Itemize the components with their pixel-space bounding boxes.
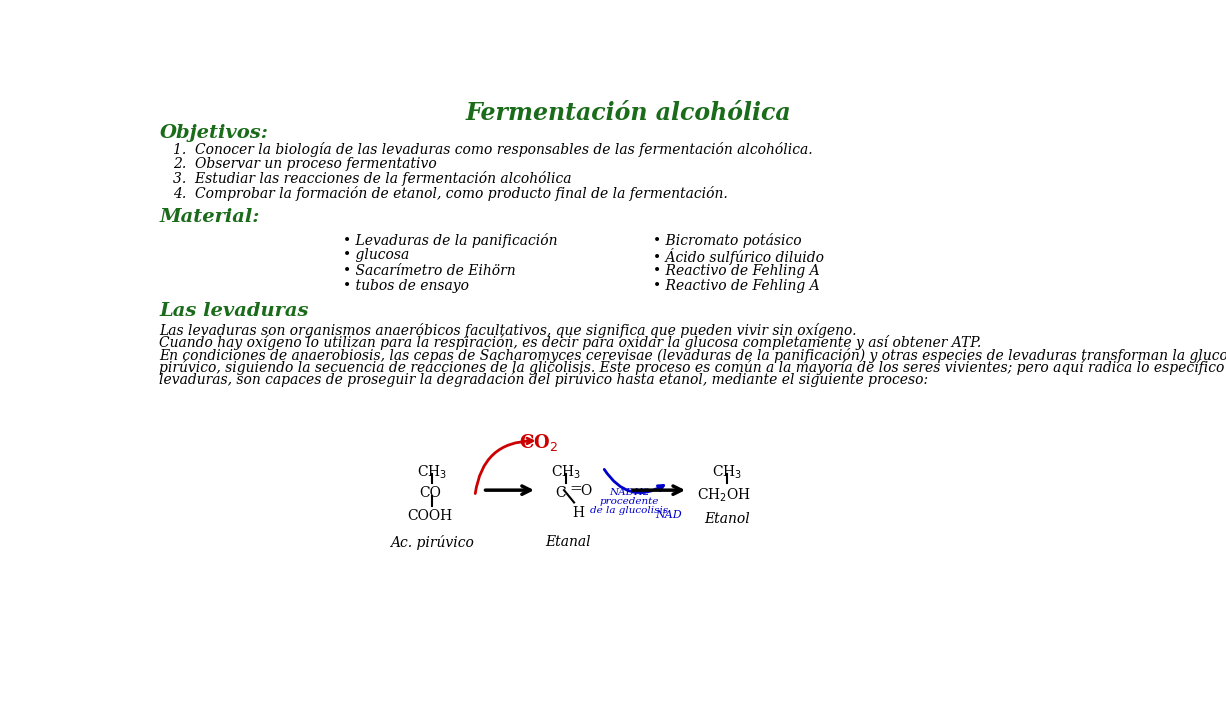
Text: Fermentación alcohólica: Fermentación alcohólica	[466, 101, 791, 125]
Text: • Ácido sulfúrico diluido: • Ácido sulfúrico diluido	[653, 248, 824, 265]
Text: O: O	[580, 484, 591, 498]
Text: Ac. pirúvico: Ac. pirúvico	[390, 535, 474, 550]
Text: • Levaduras de la panificación: • Levaduras de la panificación	[343, 233, 558, 248]
Text: 4.  Comprobar la formación de etanol, como producto final de la fermentación.: 4. Comprobar la formación de etanol, com…	[173, 186, 727, 201]
Text: Cuando hay oxígeno lo utilizan para la respiración, es decir para oxidar la gluc: Cuando hay oxígeno lo utilizan para la r…	[159, 335, 982, 350]
Text: COOH: COOH	[407, 509, 452, 522]
Text: Objetivos:: Objetivos:	[159, 124, 268, 143]
Text: 2.  Observar un proceso fermentativo: 2. Observar un proceso fermentativo	[173, 157, 436, 171]
Text: CH$_3$: CH$_3$	[711, 464, 742, 482]
Text: pirúvico, siguiendo la secuencia de reacciones de la glicolisis. Este proceso es: pirúvico, siguiendo la secuencia de reac…	[159, 360, 1226, 375]
Text: H: H	[573, 505, 584, 520]
Text: NAD: NAD	[656, 510, 682, 520]
Text: • Reactivo de Fehling A: • Reactivo de Fehling A	[653, 279, 820, 293]
Text: Las levaduras: Las levaduras	[159, 302, 309, 321]
Text: Etanol: Etanol	[704, 512, 749, 526]
Text: C: C	[555, 486, 565, 501]
Text: Material:: Material:	[159, 207, 260, 226]
Text: 1.  Conocer la biología de las levaduras como responsables de las fermentación a: 1. Conocer la biología de las levaduras …	[173, 142, 813, 157]
Text: • Reactivo de Fehling A: • Reactivo de Fehling A	[653, 264, 820, 278]
Text: NADH2: NADH2	[609, 488, 650, 497]
Text: de la glucolisis: de la glucolisis	[590, 506, 668, 515]
Text: Las levaduras son organismos anaeróbicos facultativos, que significa que pueden : Las levaduras son organismos anaeróbicos…	[159, 323, 857, 338]
Text: • Bicromato potásico: • Bicromato potásico	[653, 233, 802, 248]
Text: CH$_3$: CH$_3$	[417, 464, 447, 482]
Text: CH$_3$: CH$_3$	[552, 464, 581, 482]
Text: En condiciones de anaerobiosis, las cepas de Sacharomyces cerevisae (levaduras d: En condiciones de anaerobiosis, las cepa…	[159, 348, 1226, 363]
Text: Etanal: Etanal	[546, 535, 591, 549]
Text: 3.  Estudiar las reacciones de la fermentación alcohólica: 3. Estudiar las reacciones de la ferment…	[173, 172, 571, 186]
Text: • Sacarímetro de Eihörn: • Sacarímetro de Eihörn	[343, 264, 516, 278]
Text: CH$_2$OH: CH$_2$OH	[698, 486, 752, 504]
Text: CO: CO	[419, 486, 441, 501]
Text: • glucosa: • glucosa	[343, 248, 409, 262]
Text: procedente: procedente	[600, 497, 658, 506]
Text: levaduras, son capaces de proseguir la degradación del pirúvico hasta etanol, me: levaduras, son capaces de proseguir la d…	[159, 373, 928, 387]
Text: • tubos de ensayo: • tubos de ensayo	[343, 279, 470, 293]
Text: CO$_2$: CO$_2$	[519, 432, 558, 453]
Text: =: =	[569, 482, 582, 496]
